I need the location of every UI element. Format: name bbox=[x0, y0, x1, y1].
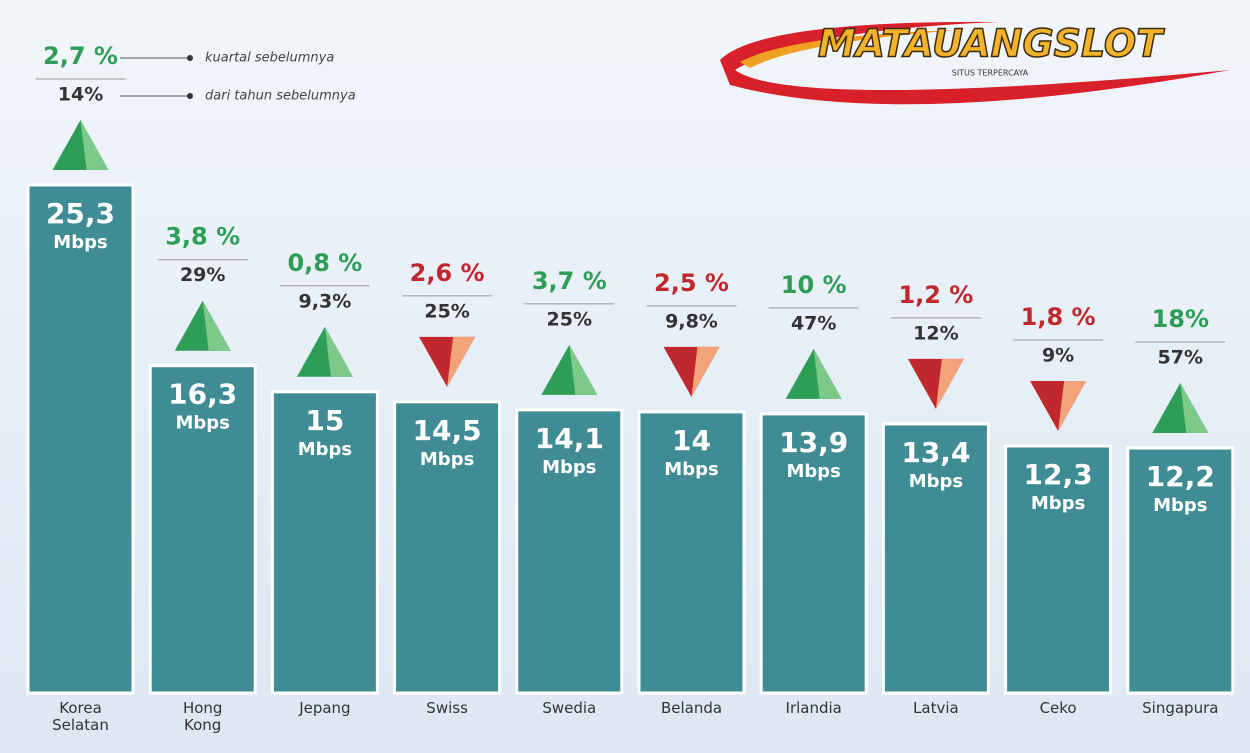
x-tick-label: Hong Kong bbox=[182, 699, 223, 734]
value-label: 13,9 bbox=[779, 426, 848, 459]
bar bbox=[637, 410, 746, 695]
change-year: 9,3% bbox=[299, 290, 352, 312]
change-year: 57% bbox=[1158, 347, 1203, 369]
change-year: 9,8% bbox=[665, 310, 718, 332]
value-label: 14 bbox=[672, 424, 711, 457]
change-year: 47% bbox=[791, 312, 836, 334]
change-year: 29% bbox=[180, 264, 225, 286]
value-label: 16,3 bbox=[168, 378, 237, 411]
unit-label: Mbps bbox=[1153, 495, 1207, 516]
x-tick-label: Belanda bbox=[660, 699, 723, 717]
x-tick-label: Jepang bbox=[299, 699, 351, 717]
bar bbox=[148, 364, 257, 695]
change-quarter: 3,8 % bbox=[165, 223, 240, 251]
legend-dot bbox=[187, 55, 193, 61]
unit-label: Mbps bbox=[53, 232, 107, 253]
legend-label: kuartal sebelumnya bbox=[205, 51, 334, 66]
value-label: 12,2 bbox=[1146, 460, 1215, 493]
x-tick-label: Korea Selatan bbox=[52, 699, 109, 734]
arrow-down-shade bbox=[691, 346, 720, 397]
arrow-up-shade bbox=[202, 300, 231, 351]
x-tick-label: Swedia bbox=[542, 699, 597, 717]
legend-label: dari tahun sebelumnya bbox=[205, 89, 356, 104]
value-label: 12,3 bbox=[1024, 458, 1093, 491]
change-year: 12% bbox=[913, 322, 958, 344]
x-tick-label: Latvia bbox=[913, 699, 959, 717]
bar bbox=[759, 412, 868, 695]
change-quarter: 1,2 % bbox=[898, 281, 973, 309]
value-label: 25,3 bbox=[46, 197, 115, 230]
logo-tagline: SITUS TERPERCAYA bbox=[952, 69, 1029, 78]
change-quarter: 18% bbox=[1152, 305, 1209, 333]
x-tick-label: Singapura bbox=[1142, 699, 1219, 717]
change-year: 9% bbox=[1042, 345, 1074, 367]
arrow-up-shade bbox=[324, 326, 353, 377]
value-label: 14,1 bbox=[535, 422, 604, 455]
logo-swoosh bbox=[720, 21, 1230, 105]
arrow-up-shade bbox=[80, 119, 109, 170]
unit-label: Mbps bbox=[786, 461, 840, 482]
change-quarter: 2,5 % bbox=[654, 269, 729, 297]
arrow-up-shade bbox=[1180, 383, 1209, 434]
change-quarter: 2,6 % bbox=[410, 259, 485, 287]
unit-label: Mbps bbox=[1031, 493, 1085, 514]
x-tick-label: Swiss bbox=[426, 699, 468, 717]
x-tick-label: Irlandia bbox=[785, 699, 842, 717]
unit-label: Mbps bbox=[909, 471, 963, 492]
unit-label: Mbps bbox=[664, 459, 718, 480]
logo-swoosh bbox=[740, 30, 960, 68]
x-tick-label: Ceko bbox=[1039, 699, 1077, 717]
arrow-down-shade bbox=[1058, 381, 1087, 432]
change-year: 25% bbox=[547, 308, 592, 330]
arrow-up-shade bbox=[813, 348, 842, 399]
change-year: 14% bbox=[58, 83, 103, 105]
bar bbox=[1004, 444, 1113, 695]
change-year: 25% bbox=[424, 300, 469, 322]
change-quarter: 0,8 % bbox=[287, 249, 362, 277]
value-label: 15 bbox=[305, 404, 344, 437]
arrow-up-shade bbox=[569, 344, 598, 395]
change-quarter: 10 % bbox=[781, 271, 847, 299]
bar bbox=[1126, 446, 1235, 695]
bar bbox=[515, 408, 624, 695]
bar bbox=[26, 183, 135, 695]
unit-label: Mbps bbox=[542, 457, 596, 478]
legend-dot bbox=[187, 93, 193, 99]
arrow-down-shade bbox=[935, 358, 964, 409]
bar bbox=[270, 390, 379, 695]
value-label: 13,4 bbox=[901, 436, 970, 469]
bar bbox=[393, 400, 502, 695]
value-label: 14,5 bbox=[413, 414, 482, 447]
change-quarter: 2,7 % bbox=[43, 42, 118, 70]
unit-label: Mbps bbox=[298, 439, 352, 460]
unit-label: Mbps bbox=[175, 413, 229, 434]
change-quarter: 3,7 % bbox=[532, 267, 607, 295]
logo: MATAUANGSLOT bbox=[818, 22, 1165, 66]
arrow-down-shade bbox=[447, 336, 476, 387]
change-quarter: 1,8 % bbox=[1021, 303, 1096, 331]
unit-label: Mbps bbox=[420, 449, 474, 470]
bar bbox=[881, 422, 990, 695]
